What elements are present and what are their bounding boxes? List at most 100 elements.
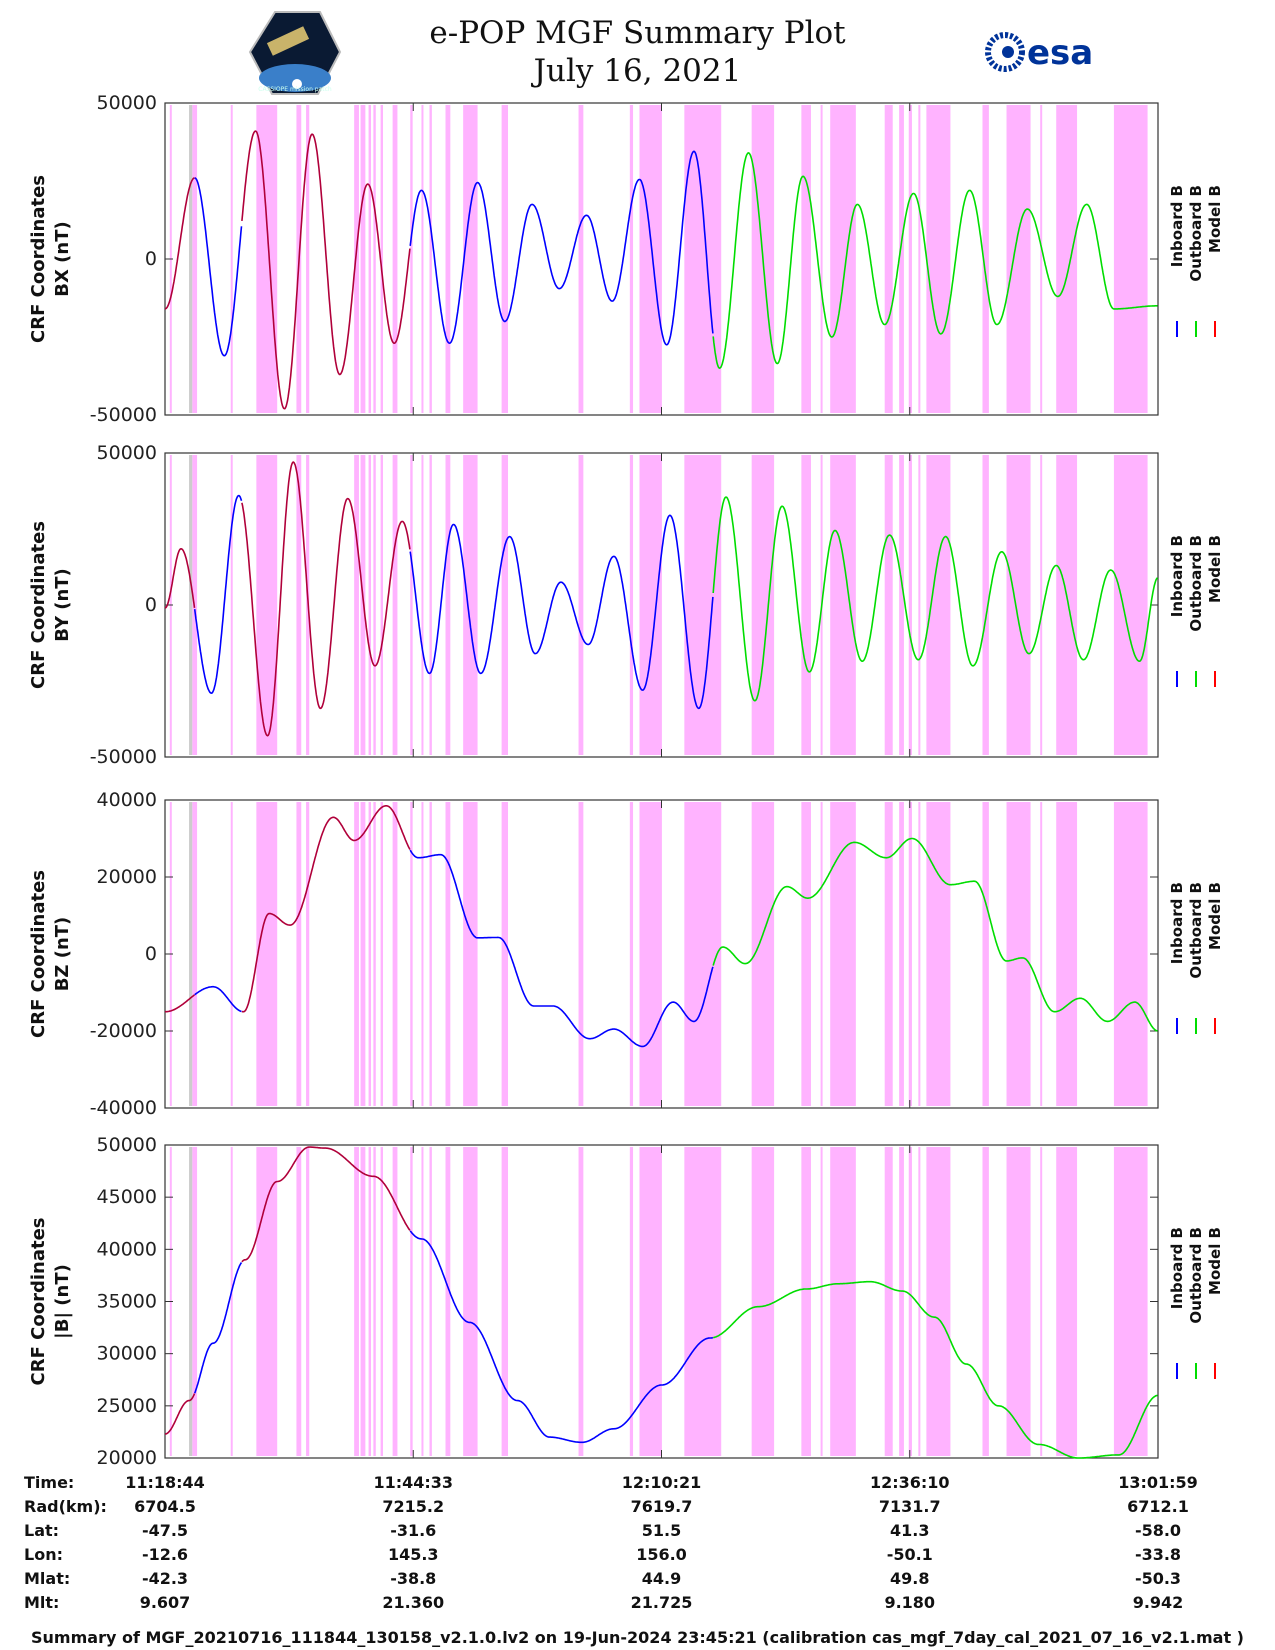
shade-band (192, 802, 198, 1106)
y-tick-label: -40000 (90, 1097, 157, 1119)
shade-band (684, 802, 722, 1106)
shade-band (830, 455, 856, 755)
shade-band (429, 105, 432, 413)
shade-band (1040, 802, 1043, 1106)
ephemeris-value: 49.8 (890, 1569, 929, 1588)
ephemeris-value: 6712.1 (1127, 1497, 1189, 1516)
shade-band (429, 1147, 432, 1456)
shade-band (360, 1147, 366, 1456)
y-tick-label: 50000 (97, 92, 157, 114)
shade-band (230, 1147, 233, 1456)
gap-band (189, 105, 193, 413)
shade-band (830, 105, 856, 413)
series-line-inboard-b (409, 150, 714, 346)
shade-band (373, 455, 376, 755)
shade-band (578, 1147, 584, 1456)
shade-band (1006, 105, 1031, 413)
shade-band (445, 1147, 451, 1456)
series-line-inboard-b (193, 494, 243, 695)
ephemeris-value: 6704.5 (134, 1497, 196, 1516)
shade-band (410, 802, 413, 1106)
shade-band (296, 802, 302, 1106)
y-tick-label: 50000 (97, 1134, 157, 1156)
ephemeris-value: 11:18:44 (125, 1473, 205, 1492)
legend: Inboard B Outboard B Model B (1168, 185, 1224, 337)
shade-band (639, 105, 662, 413)
y-axis-label-line: BX (nT) (52, 221, 73, 296)
shade-band (884, 802, 893, 1106)
shade-band (354, 105, 359, 413)
shade-band (373, 105, 376, 413)
shade-band (1056, 455, 1078, 755)
shade-band (373, 1147, 376, 1456)
shade-band (1006, 455, 1031, 755)
ephemeris-value: 11:44:33 (373, 1473, 453, 1492)
shade-band (1113, 1147, 1148, 1456)
series-line-model-b (164, 1393, 196, 1435)
ephemeris-row-label: Lat: (24, 1521, 59, 1540)
shade-band (899, 802, 904, 1106)
shade-band (1040, 1147, 1043, 1456)
shade-band (1040, 455, 1043, 755)
shade-band (684, 105, 722, 413)
shade-band (1113, 455, 1148, 755)
series-line-inboard-b (409, 514, 714, 710)
y-axis-label-line: CRF Coordinates (28, 521, 49, 689)
ephemeris-value: -50.1 (887, 1545, 933, 1564)
series-line-model-b (241, 130, 411, 410)
ephemeris-row-label: Time: (24, 1473, 74, 1492)
shade-band (578, 455, 584, 755)
series-line-model-b (241, 805, 411, 1013)
shade-band (360, 105, 366, 413)
gap-band (189, 802, 193, 1106)
shade-band (410, 1147, 413, 1456)
series-line-outboard-b (712, 837, 1158, 1032)
shade-band (908, 1147, 912, 1456)
shade-band (1056, 802, 1078, 1106)
y-axis-label: CRF Coordinates BZ (nT) (28, 870, 73, 1038)
shade-band (360, 455, 366, 755)
legend-label: Inboard B (1168, 1227, 1186, 1309)
ephemeris-value: 9.180 (884, 1593, 935, 1612)
shade-band (801, 105, 811, 413)
shade-band (801, 455, 811, 755)
ephemeris-row-label: Rad(km): (24, 1497, 107, 1516)
shade-band (820, 105, 823, 413)
shade-band (820, 1147, 823, 1456)
gap-band (189, 455, 193, 755)
shade-band (306, 105, 310, 413)
shade-band (373, 802, 376, 1106)
shade-band (629, 1147, 634, 1456)
shade-band (192, 1147, 198, 1456)
shade-band (392, 1147, 398, 1456)
y-tick-label: 40000 (97, 1238, 157, 1260)
shade-band (918, 1147, 921, 1456)
y-tick-label: 40000 (97, 789, 157, 811)
ephemeris-value: -31.6 (390, 1521, 436, 1540)
y-tick-label: 25000 (97, 1395, 157, 1417)
series-line-model-b (164, 994, 196, 1013)
shade-band (1113, 105, 1148, 413)
shade-band (256, 105, 278, 413)
panel-by: -50000 0 50000 CRF Coordinates BY (nT) Inboar… (28, 442, 1224, 768)
shade-band (982, 802, 989, 1106)
series-line-outboard-b (712, 152, 1158, 370)
shade-band (884, 105, 893, 413)
shade-band (354, 455, 359, 755)
shade-band (1113, 802, 1148, 1106)
shade-band (421, 455, 424, 755)
shade-band (751, 1147, 775, 1456)
shade-band (360, 802, 366, 1106)
ephemeris-value: 7619.7 (631, 1497, 693, 1516)
y-axis-label-line: BZ (nT) (52, 917, 73, 992)
shade-band (392, 455, 398, 755)
shade-band (306, 802, 310, 1106)
shade-band (908, 105, 912, 413)
ephemeris-row-label: Mlat: (24, 1569, 70, 1588)
gap-band (189, 1147, 193, 1456)
y-tick-label: 35000 (97, 1291, 157, 1313)
ephemeris-value: -12.6 (142, 1545, 188, 1564)
shade-band (884, 1147, 893, 1456)
footer-caption: Summary of MGF_20210716_111844_130158_v2… (31, 1628, 1244, 1647)
shade-band (445, 802, 451, 1106)
